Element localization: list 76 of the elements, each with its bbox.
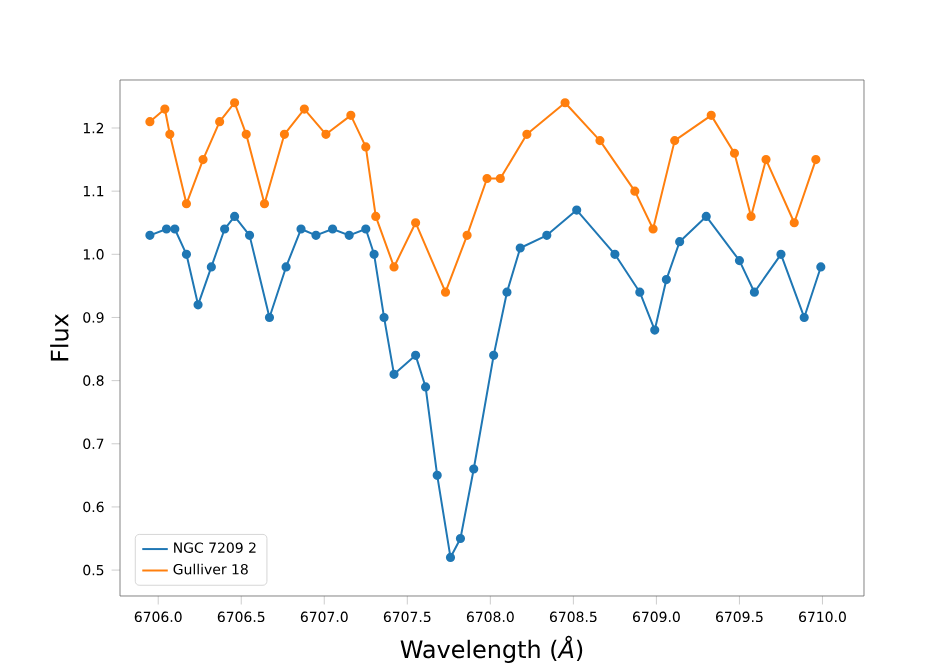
point xyxy=(379,313,389,323)
point xyxy=(734,256,745,266)
point xyxy=(220,224,230,234)
point xyxy=(776,249,786,260)
point xyxy=(244,230,255,241)
point xyxy=(193,300,203,310)
point xyxy=(440,287,451,298)
point xyxy=(432,470,442,481)
point xyxy=(327,224,338,234)
point xyxy=(560,98,570,108)
point xyxy=(160,104,170,114)
point xyxy=(299,104,309,114)
point xyxy=(502,287,512,298)
point xyxy=(572,205,582,215)
point xyxy=(661,275,671,285)
point xyxy=(650,325,660,335)
point xyxy=(675,237,685,247)
point xyxy=(344,230,354,241)
point xyxy=(701,212,711,222)
point xyxy=(515,243,525,253)
point xyxy=(389,369,399,380)
point xyxy=(181,249,192,260)
point xyxy=(411,350,421,361)
point xyxy=(259,199,270,209)
point xyxy=(816,262,826,272)
point xyxy=(361,142,371,152)
point xyxy=(746,212,756,222)
point xyxy=(321,129,331,140)
point xyxy=(729,148,740,159)
point xyxy=(635,287,645,298)
point xyxy=(296,224,306,234)
point xyxy=(522,129,532,140)
point xyxy=(371,212,381,222)
point xyxy=(241,129,251,140)
point xyxy=(411,218,421,228)
point xyxy=(170,224,180,234)
point xyxy=(445,553,456,563)
y-axis-title: Flux xyxy=(50,314,69,361)
point xyxy=(789,218,799,228)
point xyxy=(145,230,155,241)
point xyxy=(706,111,716,121)
point xyxy=(165,129,175,140)
point xyxy=(495,174,505,184)
point xyxy=(230,212,240,222)
point xyxy=(482,174,492,184)
point xyxy=(610,249,620,260)
point xyxy=(361,224,371,234)
point xyxy=(198,155,208,165)
point xyxy=(469,464,479,474)
point xyxy=(761,155,771,165)
point xyxy=(311,230,321,241)
point xyxy=(206,262,216,272)
point xyxy=(489,350,499,361)
x-axis-title: Wavelength (Å) xyxy=(400,635,583,664)
point xyxy=(279,129,289,140)
point xyxy=(215,117,225,127)
point xyxy=(670,136,680,146)
point xyxy=(630,186,640,196)
point xyxy=(455,534,466,544)
point xyxy=(799,313,809,323)
point xyxy=(346,111,356,121)
point xyxy=(811,155,821,165)
point xyxy=(648,224,658,234)
point xyxy=(161,224,172,234)
point xyxy=(595,136,605,146)
point xyxy=(542,230,552,241)
point xyxy=(749,287,759,298)
point xyxy=(281,262,291,272)
point xyxy=(181,199,192,209)
point xyxy=(230,98,240,108)
point xyxy=(264,313,275,323)
point xyxy=(420,382,431,392)
point xyxy=(145,117,155,127)
point xyxy=(389,262,399,272)
point xyxy=(369,249,379,260)
point xyxy=(462,230,472,241)
